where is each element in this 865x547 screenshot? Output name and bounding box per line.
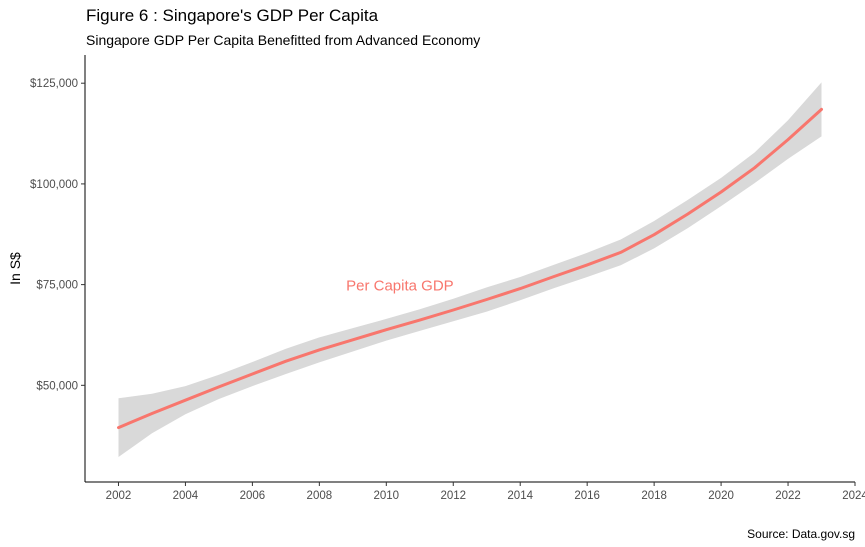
series-line-per-capita-gdp xyxy=(117,107,823,430)
x-tick-label: 2022 xyxy=(775,490,801,502)
x-tick-label: 2020 xyxy=(708,490,734,502)
series-label-per-capita-gdp: Per Capita GDP xyxy=(346,277,454,294)
chart-title: Figure 6 : Singapore's GDP Per Capita xyxy=(86,6,379,25)
y-tick-label: $100,000 xyxy=(30,179,78,191)
x-tick-label: 2024 xyxy=(842,490,865,502)
x-tick-label: 2012 xyxy=(440,490,466,502)
y-tick-label: $125,000 xyxy=(30,78,78,90)
x-tick-label: 2008 xyxy=(307,490,333,502)
x-tick-label: 2002 xyxy=(106,490,132,502)
chart-subtitle: Singapore GDP Per Capita Benefitted from… xyxy=(86,32,481,48)
x-tick-label: 2006 xyxy=(240,490,266,502)
x-tick-label: 2010 xyxy=(374,490,400,502)
source-caption: Source: Data.gov.sg xyxy=(747,527,855,541)
confidence-band xyxy=(118,82,822,458)
x-tick-label: 2004 xyxy=(173,490,199,502)
x-tick-label: 2018 xyxy=(641,490,667,502)
x-tick-label: 2016 xyxy=(574,490,600,502)
y-axis-title: In S$ xyxy=(7,252,23,285)
y-tick-label: $50,000 xyxy=(36,380,78,392)
x-tick-label: 2014 xyxy=(507,490,533,502)
y-tick-label: $75,000 xyxy=(36,280,78,292)
